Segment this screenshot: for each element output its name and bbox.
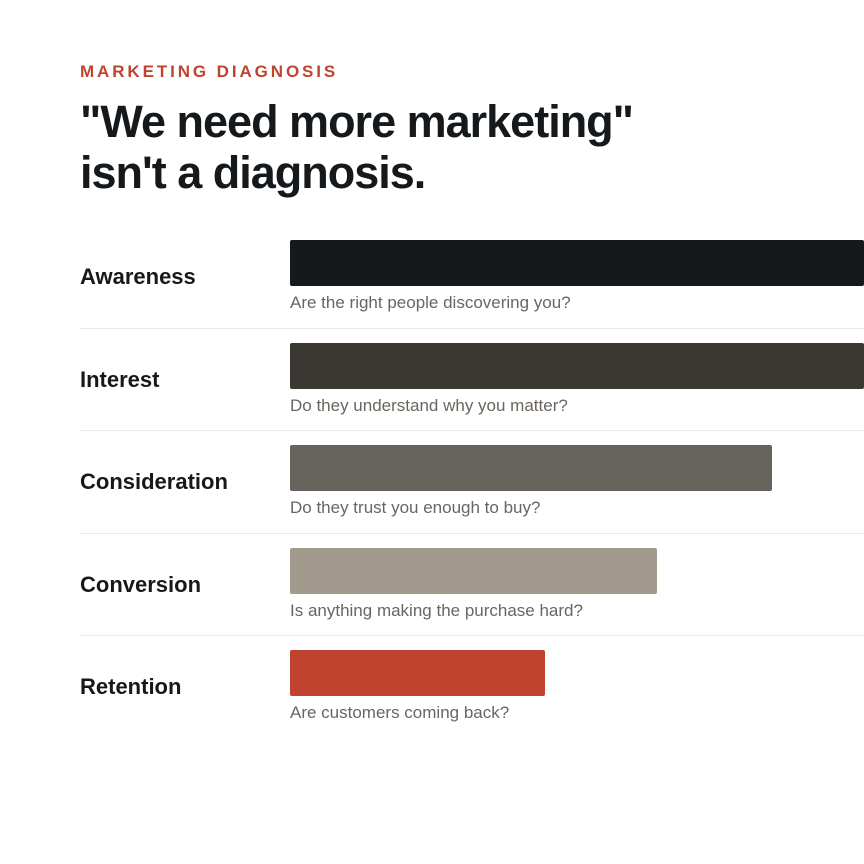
eyebrow-label: MARKETING DIAGNOSIS [80,62,339,81]
stage-question: Do they trust you enough to buy? [290,498,541,517]
headline-line-2: isn't a diagnosis. [80,147,426,198]
stage-question: Are customers coming back? [290,703,510,722]
stage-label: Conversion [80,571,202,597]
stage-label: Interest [80,366,160,392]
stage-question: Are the right people discovering you? [290,293,571,312]
stage-question: Do they understand why you matter? [290,395,568,415]
stage-label: Consideration [80,469,228,494]
stage-consideration: Consideration Do they trust you enough t… [80,431,864,534]
stage-bar [290,650,545,696]
stage-bar [290,547,657,594]
stage-bar [290,342,864,389]
headline: "We need more marketing" isn't a diagnos… [80,96,634,198]
funnel-stage-list: Awareness Are the right people discoveri… [80,226,864,739]
stage-retention: Retention Are customers coming back? [80,636,864,739]
stage-bar [290,240,864,286]
stage-question: Is anything making the purchase hard? [290,600,583,620]
stage-conversion: Conversion Is anything making the purcha… [80,534,864,636]
stage-label: Retention [80,674,182,699]
stage-awareness: Awareness Are the right people discoveri… [80,226,864,329]
stage-label: Awareness [80,264,196,289]
stage-bar [290,445,772,491]
stage-interest: Interest Do they understand why you matt… [80,329,864,431]
headline-line-1: "We need more marketing" [80,96,634,147]
